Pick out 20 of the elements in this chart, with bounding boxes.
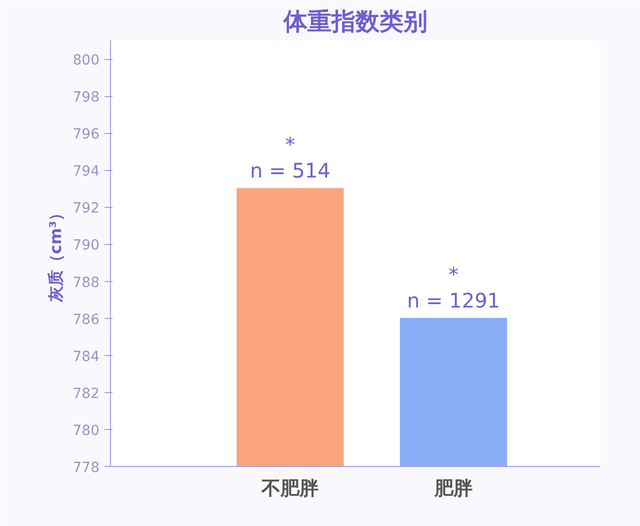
y-tick-label: 792 [72,200,100,217]
annotation: n = 1291 [406,288,500,312]
annotation: * [285,132,296,157]
y-tick-label: 778 [72,460,100,476]
y-tick-label: 780 [72,422,100,439]
chart-title: 体重指数类别 [282,8,428,36]
y-tick-label: 794 [72,164,100,180]
y-tick-label: 800 [72,52,100,69]
y-tick-label: 796 [72,126,100,143]
annotation: * [448,262,458,286]
y-tick-label: 784 [72,348,100,365]
y-tick-label: 782 [72,386,100,402]
y-tick-label: 786 [72,312,100,328]
y-axis-title: 灰质（cm³） [46,204,65,304]
y-tick-label: 798 [72,90,100,106]
y-tick-label: 790 [72,238,100,254]
annotation: n = 514 [250,158,330,183]
x-tick-label: 肥胖 [434,478,472,500]
x-tick-label: 不肥胖 [260,478,319,500]
y-tick-label: 788 [72,274,100,291]
